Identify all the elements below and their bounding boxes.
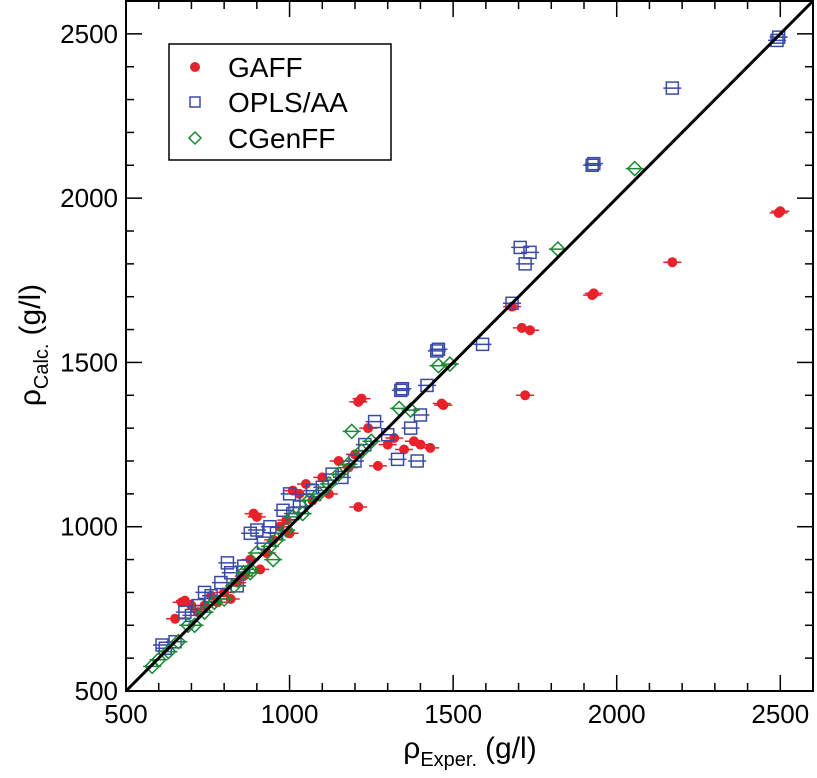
legend-box <box>168 43 392 161</box>
data-point <box>220 556 235 570</box>
legend: GAFF OPLS/AA CGenFF <box>168 43 392 161</box>
x-tick-label: 2000 <box>588 699 646 729</box>
data-point <box>343 423 360 440</box>
legend-marker-gaff <box>190 62 200 72</box>
x-tick-label: 1000 <box>261 699 319 729</box>
y-tick-label: 1000 <box>60 512 118 542</box>
y-tick-label: 2500 <box>60 19 118 49</box>
data-point <box>294 505 311 522</box>
data-point <box>214 575 228 590</box>
legend-label-opls: OPLS/AA <box>228 87 348 118</box>
data-point <box>251 511 262 522</box>
data-point <box>225 577 243 594</box>
data-point <box>585 158 599 173</box>
data-point <box>771 30 786 44</box>
data-point <box>587 156 601 171</box>
data-point <box>276 503 290 518</box>
data-point <box>278 521 295 539</box>
legend-marker-cgenff <box>187 130 203 146</box>
data-marks <box>143 30 790 675</box>
data-point <box>667 257 678 268</box>
x-tick-label: 500 <box>104 699 147 729</box>
data-point <box>160 643 177 660</box>
data-point <box>430 344 444 358</box>
data-point <box>770 33 784 48</box>
data-point <box>525 325 536 336</box>
data-point <box>170 633 187 650</box>
data-point <box>242 561 259 578</box>
y-axis-label: ρCalc.(g/l) <box>14 284 53 406</box>
data-point <box>413 408 428 422</box>
x-axis-label: ρExper. (g/l) <box>403 732 536 771</box>
data-point <box>250 523 264 537</box>
legend-label-gaff: GAFF <box>228 52 303 83</box>
data-point <box>367 414 382 429</box>
data-point <box>317 472 328 483</box>
data-point <box>256 536 271 550</box>
identity-line <box>124 0 815 693</box>
data-point <box>438 400 449 411</box>
data-point <box>353 502 364 512</box>
data-point <box>665 81 680 95</box>
data-point <box>415 439 426 450</box>
data-point <box>265 551 282 568</box>
data-point <box>395 381 410 396</box>
data-point <box>235 564 252 581</box>
x-tick-label: 1500 <box>424 699 482 729</box>
plot-frame <box>125 0 814 692</box>
x-tick-label: 2500 <box>751 699 809 729</box>
y-tick-label: 1500 <box>60 347 118 377</box>
data-point <box>186 617 203 634</box>
data-point <box>196 604 213 621</box>
series-gaff <box>166 206 790 624</box>
y-tick-label: 500 <box>75 676 118 706</box>
data-point <box>348 454 362 468</box>
data-point <box>513 240 527 255</box>
data-point <box>255 564 266 575</box>
data-point <box>775 206 786 217</box>
data-point <box>150 651 167 668</box>
data-point <box>425 442 436 453</box>
data-point <box>394 383 408 398</box>
data-point <box>505 296 519 311</box>
data-point <box>170 613 181 624</box>
data-point <box>268 531 285 548</box>
data-point <box>520 390 531 401</box>
data-point <box>523 245 537 260</box>
data-point <box>372 460 383 471</box>
data-point <box>390 452 405 467</box>
data-point <box>382 439 393 450</box>
data-point <box>333 456 344 466</box>
data-point <box>410 454 424 468</box>
legend-label-cgenff: CGenFF <box>228 123 335 154</box>
data-point <box>588 288 599 299</box>
data-point <box>431 342 446 357</box>
legend-marker-opls <box>189 96 201 108</box>
axis-ticks: 500 1000 1500 2000 2500 500 1000 1500 2000 2500 <box>60 0 814 729</box>
data-point <box>353 396 364 407</box>
data-point <box>282 487 297 501</box>
data-point <box>399 444 410 455</box>
data-point <box>475 337 490 352</box>
data-point <box>626 160 643 177</box>
data-point <box>403 421 418 435</box>
data-point <box>420 378 434 393</box>
y-tick-label: 2000 <box>60 183 118 213</box>
